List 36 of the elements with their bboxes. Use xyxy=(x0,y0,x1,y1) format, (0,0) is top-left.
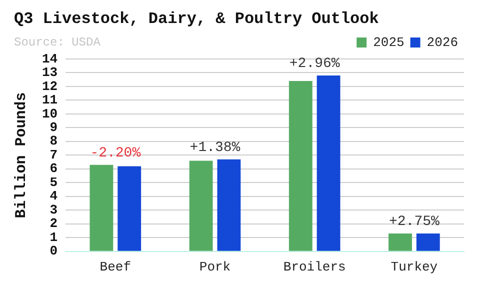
bar xyxy=(90,164,114,251)
y-tick-label: 5 xyxy=(50,174,58,190)
y-tick-label: 9 xyxy=(50,120,58,135)
y-tick-label: 3 xyxy=(50,202,58,218)
y-tick-label: 14 xyxy=(42,51,58,66)
bar xyxy=(288,80,312,251)
y-tick-label: 0 xyxy=(50,244,58,259)
x-tick-label: Turkey xyxy=(390,260,438,275)
y-tick-label: 12 xyxy=(42,78,58,94)
annotation: +1.38% xyxy=(190,140,241,156)
bar xyxy=(189,160,213,251)
y-tick-label: 10 xyxy=(42,106,58,122)
x-tick-label: Beef xyxy=(100,260,132,275)
x-tick-label: Broilers xyxy=(283,260,346,275)
y-tick-label: 13 xyxy=(42,65,58,80)
bar xyxy=(217,159,241,251)
y-tick-label: 11 xyxy=(42,92,58,108)
bar xyxy=(118,166,142,251)
y-tick-label: 6 xyxy=(50,161,58,176)
y-tick-label: 8 xyxy=(50,134,58,149)
x-tick-label: Pork xyxy=(199,260,231,275)
annotation: +2.75% xyxy=(388,214,440,230)
y-tick-label: 1 xyxy=(50,230,58,245)
chart-title: Q3 Livestock, Dairy, & Poultry Outlook xyxy=(13,9,380,30)
y-tick-label: 7 xyxy=(50,147,58,162)
legend-label: 2025 xyxy=(373,34,404,50)
legend-label: 2026 xyxy=(426,34,458,50)
bar xyxy=(316,75,340,251)
annotation: +2.96% xyxy=(289,56,340,72)
bar xyxy=(388,234,412,251)
bar xyxy=(416,234,440,251)
y-axis-title: Billion Pounds xyxy=(12,92,30,218)
y-tick-label: 2 xyxy=(50,216,58,232)
source-note: Source: USDA xyxy=(14,36,102,50)
annotation: -2.20% xyxy=(90,146,142,162)
y-tick-label: 4 xyxy=(50,188,58,204)
